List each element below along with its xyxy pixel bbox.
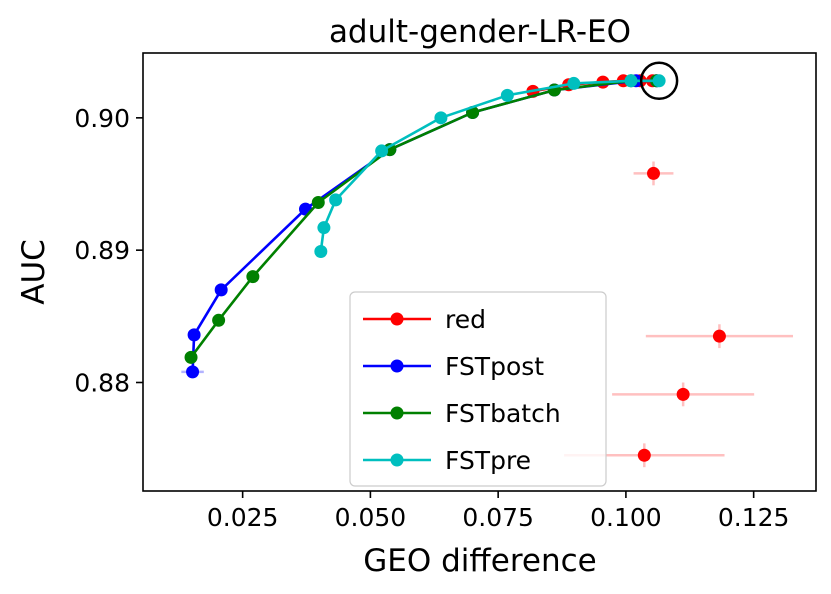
- x-tick-label: 0.125: [718, 503, 790, 532]
- data-point: [187, 328, 201, 342]
- legend-marker: [390, 312, 404, 326]
- data-point: [646, 166, 660, 180]
- series-fstpre: [314, 74, 666, 258]
- legend-marker: [390, 406, 404, 420]
- data-point: [311, 196, 325, 210]
- data-point: [186, 365, 200, 379]
- legend-entry-fstpre: FSTpre: [363, 446, 531, 475]
- data-point: [637, 448, 651, 462]
- y-axis-ticks: 0.88 0.89 0.90: [74, 104, 143, 397]
- data-point: [500, 88, 514, 102]
- y-tick-label: 0.90: [74, 104, 130, 133]
- data-point: [712, 329, 726, 343]
- y-tick-label: 0.89: [74, 236, 130, 265]
- x-tick-label: 0.025: [207, 503, 279, 532]
- series-red-outliers: [564, 161, 794, 468]
- data-point: [676, 387, 690, 401]
- legend-entry-red: red: [363, 305, 486, 334]
- data-point: [314, 244, 328, 258]
- data-point: [434, 111, 448, 125]
- legend-marker: [390, 453, 404, 467]
- legend-box: [349, 291, 607, 487]
- plot-frame: [142, 52, 817, 492]
- chart-title: adult-gender-LR-EO: [329, 14, 631, 50]
- legend-label: red: [445, 305, 486, 334]
- legend-label: FSTpre: [445, 446, 531, 475]
- legend-label: FSTbatch: [445, 399, 561, 428]
- data-point: [317, 221, 331, 235]
- legend: red FSTpost FSTbatch FSTpre: [349, 291, 607, 487]
- data-point: [246, 270, 260, 284]
- legend-label: FSTpost: [445, 352, 544, 381]
- data-point: [567, 76, 581, 90]
- data-point: [375, 144, 389, 158]
- y-tick-label: 0.88: [74, 368, 130, 397]
- x-tick-label: 0.075: [462, 503, 534, 532]
- x-axis-label: GEO difference: [363, 543, 596, 579]
- legend-entry-fstpost: FSTpost: [363, 352, 544, 381]
- data-point: [624, 74, 638, 88]
- data-point: [329, 193, 343, 207]
- data-point: [184, 350, 198, 364]
- plot-marks: [181, 61, 794, 468]
- x-axis-ticks: 0.025 0.050 0.075 0.100 0.125: [207, 491, 790, 532]
- x-tick-label: 0.050: [335, 503, 407, 532]
- x-tick-label: 0.100: [590, 503, 662, 532]
- data-point: [214, 283, 228, 297]
- legend-marker: [390, 359, 404, 373]
- legend-entries: red FSTpost FSTbatch FSTpre: [363, 305, 561, 475]
- data-point: [212, 313, 226, 327]
- legend-entry-fstbatch: FSTbatch: [363, 399, 561, 428]
- y-axis-label: AUC: [16, 239, 52, 305]
- data-point: [652, 74, 666, 88]
- highlight-circle: [639, 61, 679, 101]
